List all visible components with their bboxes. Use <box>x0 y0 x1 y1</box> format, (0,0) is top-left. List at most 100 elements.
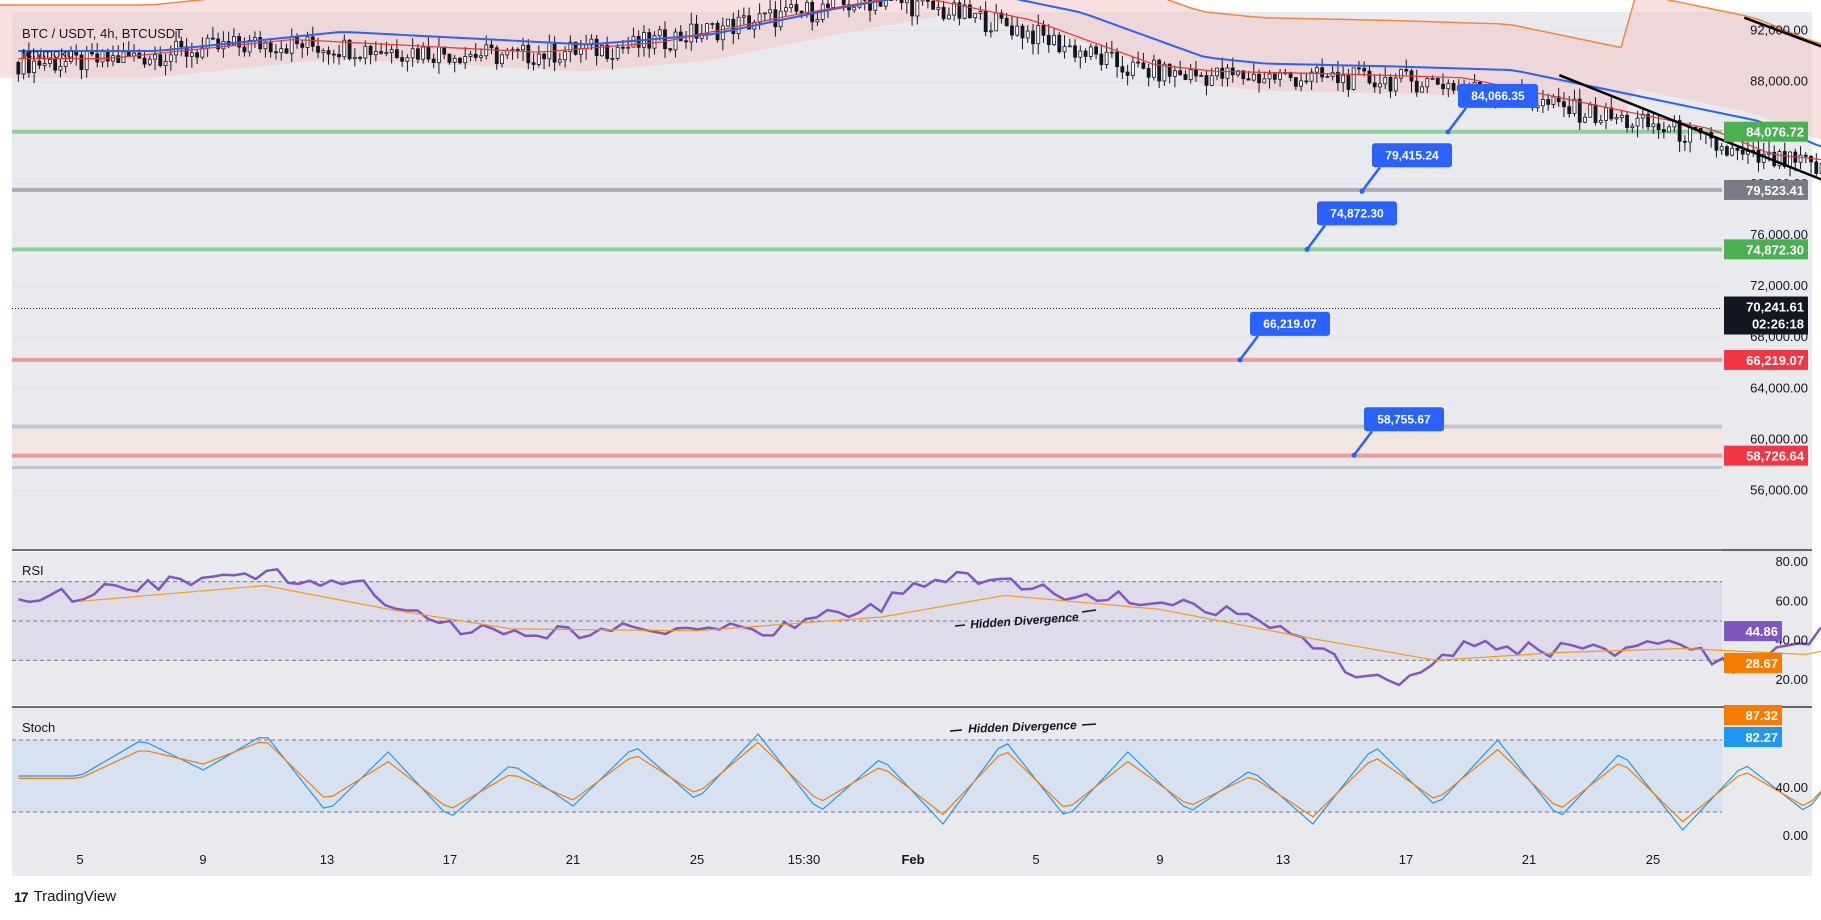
candle <box>1814 161 1819 174</box>
callout-anchor-dot <box>1237 357 1243 363</box>
candle <box>815 19 820 23</box>
candle <box>473 53 478 58</box>
rsi-layer <box>12 567 1821 687</box>
time-axis-tick: 13 <box>320 852 334 867</box>
candle <box>1052 34 1056 46</box>
candle <box>1609 107 1614 120</box>
candle <box>873 0 878 11</box>
candle <box>1588 104 1593 118</box>
rsi-value-badge <box>1724 621 1782 642</box>
time-axis-tick: Feb <box>901 852 924 867</box>
candle <box>1635 117 1640 127</box>
level-price-badge <box>1724 349 1808 370</box>
level-callouts: 84,066.35 79,415.24 74,872.30 66,219.07 58,7… <box>1237 83 1538 458</box>
candle <box>841 0 846 6</box>
candle <box>657 29 662 37</box>
candle <box>568 41 573 53</box>
time-axis-tick: 5 <box>76 852 83 867</box>
rsi-line <box>18 567 1821 687</box>
candle <box>1314 67 1319 73</box>
candle <box>331 53 336 56</box>
candle <box>21 52 26 75</box>
candle <box>458 57 462 64</box>
candle <box>747 15 752 30</box>
candle <box>626 46 631 49</box>
candle <box>1630 125 1635 128</box>
price-axis-tick: 92,000.00 <box>1750 23 1808 38</box>
candle <box>515 49 520 51</box>
candle <box>26 52 31 74</box>
candle <box>400 57 405 62</box>
callout-pointer <box>1447 107 1467 133</box>
candle <box>1719 146 1724 151</box>
candle <box>347 39 352 60</box>
candle <box>1183 74 1188 81</box>
candle <box>1025 30 1030 39</box>
callout-box <box>1458 83 1538 108</box>
candle <box>48 59 52 64</box>
candle <box>1299 80 1304 87</box>
candle <box>621 46 625 49</box>
callout-box <box>1317 201 1397 226</box>
candle <box>405 57 410 62</box>
candle <box>437 46 441 63</box>
candle <box>1293 77 1298 87</box>
candle <box>484 44 489 57</box>
time-axis-tick: 21 <box>566 852 580 867</box>
candle <box>358 57 362 59</box>
candle <box>58 65 63 71</box>
candle <box>705 23 709 34</box>
candle <box>189 52 194 57</box>
price-panel-background[interactable] <box>12 12 1722 549</box>
demand-zone <box>12 426 1722 456</box>
candle <box>1062 46 1067 53</box>
candle <box>1236 70 1240 76</box>
candle <box>605 44 610 59</box>
stoch-band-fill <box>12 740 1722 812</box>
candle <box>946 14 951 20</box>
level-price-label: 66,219.07 <box>1746 353 1804 368</box>
rsi-label: RSI <box>22 563 44 578</box>
candle <box>973 12 978 19</box>
candle <box>389 49 394 54</box>
candle <box>710 23 715 25</box>
candle <box>1393 77 1398 92</box>
ichimoku-cloud <box>0 0 1821 140</box>
candle <box>232 36 236 46</box>
tradingview-brand[interactable]: 17 TradingView <box>14 888 116 905</box>
candle <box>147 58 152 65</box>
candle <box>337 54 341 58</box>
candle <box>32 60 37 74</box>
candle <box>410 48 415 59</box>
candle <box>116 55 121 63</box>
candle <box>536 53 541 65</box>
candle <box>1278 72 1282 80</box>
candle <box>1383 76 1388 85</box>
candle <box>184 46 189 57</box>
candle <box>1651 123 1656 128</box>
candle <box>994 12 999 32</box>
candle <box>1004 17 1009 27</box>
candle <box>1152 59 1156 78</box>
callout-label: 79,415.24 <box>1385 148 1439 162</box>
candle <box>468 53 473 57</box>
candle <box>1041 25 1046 36</box>
candle <box>1351 67 1356 90</box>
candle <box>1083 50 1088 57</box>
candle <box>668 48 673 51</box>
candle <box>53 59 58 71</box>
candle <box>1730 147 1735 156</box>
bar-countdown-label: 02:26:18 <box>1752 317 1804 332</box>
candle <box>1304 80 1309 83</box>
candle <box>442 46 447 55</box>
candle <box>1619 114 1624 118</box>
candle <box>794 4 799 12</box>
candle <box>910 0 914 17</box>
stoch-k-value-badge <box>1724 727 1782 747</box>
grid-layer <box>12 30 1722 491</box>
candle <box>1404 69 1409 72</box>
candle <box>1367 70 1372 84</box>
candle <box>179 40 184 48</box>
candle <box>1272 73 1277 80</box>
